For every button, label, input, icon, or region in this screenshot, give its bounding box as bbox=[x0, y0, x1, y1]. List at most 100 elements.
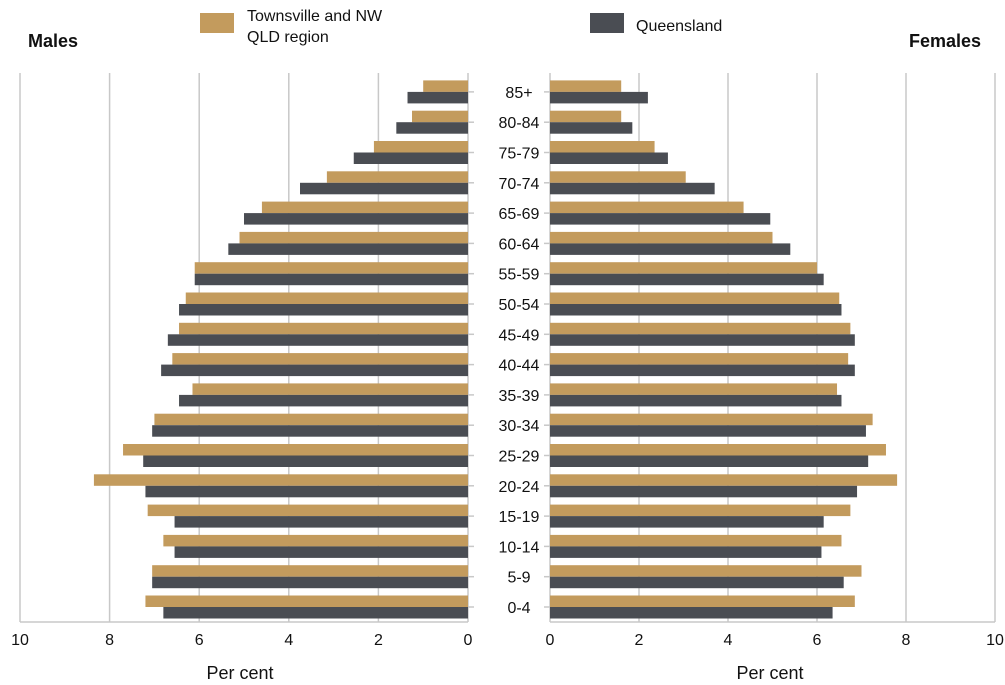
right-x-tick-label: 0 bbox=[546, 632, 555, 649]
female-bar-queensland bbox=[550, 485, 858, 498]
age-group-label: 15-19 bbox=[499, 509, 540, 526]
male-bar-region bbox=[239, 231, 468, 244]
left-x-tick-label: 10 bbox=[11, 632, 29, 649]
female-bar-queensland bbox=[550, 516, 824, 528]
male-bar-queensland bbox=[407, 91, 468, 104]
age-group-label: 75-79 bbox=[499, 146, 540, 163]
female-bar-queensland bbox=[550, 546, 822, 558]
female-bar-queensland bbox=[550, 334, 855, 346]
legend-swatch-queensland bbox=[590, 13, 624, 33]
male-bar-region bbox=[179, 322, 469, 335]
right-x-tick-label: 6 bbox=[813, 632, 822, 649]
female-bar-queensland bbox=[550, 273, 824, 286]
right-x-tick-label: 10 bbox=[986, 632, 1004, 649]
age-group-label: 20-24 bbox=[499, 479, 540, 496]
male-bar-queensland bbox=[179, 394, 469, 407]
age-group-label: 55-59 bbox=[499, 267, 540, 284]
legend-label-region: Townsville and NW QLD region bbox=[247, 8, 383, 46]
male-bar-queensland bbox=[244, 213, 468, 225]
age-group-label: 0-4 bbox=[507, 600, 530, 617]
female-bar-region bbox=[550, 80, 622, 92]
age-group-label: 85+ bbox=[505, 85, 532, 102]
age-group-label: 30-34 bbox=[499, 418, 540, 435]
male-bar-region bbox=[261, 201, 468, 214]
male-bar-region bbox=[154, 413, 468, 426]
right-x-tick-label: 4 bbox=[724, 632, 733, 649]
age-group-label: 5-9 bbox=[507, 570, 530, 587]
male-bar-region bbox=[93, 474, 469, 486]
male-bar-region bbox=[145, 595, 468, 607]
male-bar-queensland bbox=[174, 546, 468, 558]
male-bar-queensland bbox=[396, 122, 468, 134]
male-bar-region bbox=[194, 262, 468, 274]
male-bar-queensland bbox=[167, 334, 468, 346]
male-bar-region bbox=[123, 444, 468, 456]
males-panel-label: Males bbox=[28, 31, 78, 51]
female-bar-region bbox=[550, 595, 855, 607]
female-bar-queensland bbox=[550, 304, 842, 316]
female-bar-region bbox=[550, 262, 817, 274]
female-bar-region bbox=[550, 413, 873, 426]
right-x-tick-label: 8 bbox=[902, 632, 911, 649]
male-bar-queensland bbox=[163, 607, 469, 619]
age-group-label: 60-64 bbox=[499, 236, 540, 253]
male-bar-region bbox=[423, 80, 468, 92]
female-bar-region bbox=[550, 565, 862, 577]
male-bar-region bbox=[147, 504, 468, 517]
female-bar-queensland bbox=[550, 122, 633, 134]
legend-label-queensland: Queensland bbox=[636, 18, 722, 35]
male-bar-region bbox=[373, 141, 468, 153]
male-bar-queensland bbox=[152, 425, 468, 437]
male-bar-queensland bbox=[228, 243, 468, 255]
female-bar-region bbox=[550, 322, 851, 335]
female-bar-queensland bbox=[550, 455, 869, 467]
male-bar-queensland bbox=[161, 364, 468, 377]
female-bar-region bbox=[550, 141, 655, 153]
female-bar-queensland bbox=[550, 364, 855, 377]
male-bar-queensland bbox=[143, 455, 468, 467]
female-bar-queensland bbox=[550, 152, 668, 164]
female-bar-queensland bbox=[550, 425, 866, 437]
female-bar-queensland bbox=[550, 394, 842, 407]
male-bar-queensland bbox=[353, 152, 468, 164]
left-x-axis-label: Per cent bbox=[206, 663, 273, 683]
female-bar-region bbox=[550, 504, 851, 517]
female-bar-queensland bbox=[550, 243, 791, 255]
female-bar-region bbox=[550, 171, 686, 183]
left-x-tick-label: 0 bbox=[464, 632, 473, 649]
female-bar-queensland bbox=[550, 607, 833, 619]
male-bar-region bbox=[412, 110, 468, 123]
female-bar-region bbox=[550, 534, 842, 547]
female-bar-queensland bbox=[550, 576, 844, 589]
male-bar-region bbox=[192, 383, 469, 395]
age-group-label: 80-84 bbox=[499, 115, 540, 132]
female-bar-region bbox=[550, 201, 744, 214]
age-group-label: 35-39 bbox=[499, 388, 540, 405]
male-bar-queensland bbox=[145, 485, 468, 498]
male-bar-region bbox=[152, 565, 468, 577]
age-group-label: 25-29 bbox=[499, 449, 540, 466]
male-bar-queensland bbox=[179, 304, 469, 316]
female-bar-queensland bbox=[550, 91, 648, 104]
age-group-label: 50-54 bbox=[499, 297, 540, 314]
female-bar-region bbox=[550, 353, 849, 365]
age-group-label: 45-49 bbox=[499, 327, 540, 344]
female-bar-region bbox=[550, 292, 840, 304]
male-bar-queensland bbox=[152, 576, 468, 589]
male-bar-region bbox=[163, 534, 469, 547]
legend-swatch-region bbox=[200, 13, 234, 33]
age-group-label: 40-44 bbox=[499, 358, 540, 375]
female-bar-queensland bbox=[550, 213, 771, 225]
age-group-label: 65-69 bbox=[499, 206, 540, 223]
male-bar-queensland bbox=[174, 516, 468, 528]
left-x-tick-label: 2 bbox=[374, 632, 383, 649]
female-bar-queensland bbox=[550, 182, 715, 195]
right-x-tick-label: 2 bbox=[635, 632, 644, 649]
right-x-axis-label: Per cent bbox=[736, 663, 803, 683]
male-bar-region bbox=[326, 171, 468, 183]
female-bar-region bbox=[550, 383, 838, 395]
female-bar-region bbox=[550, 444, 886, 456]
left-x-tick-label: 4 bbox=[284, 632, 293, 649]
female-bar-region bbox=[550, 474, 898, 486]
